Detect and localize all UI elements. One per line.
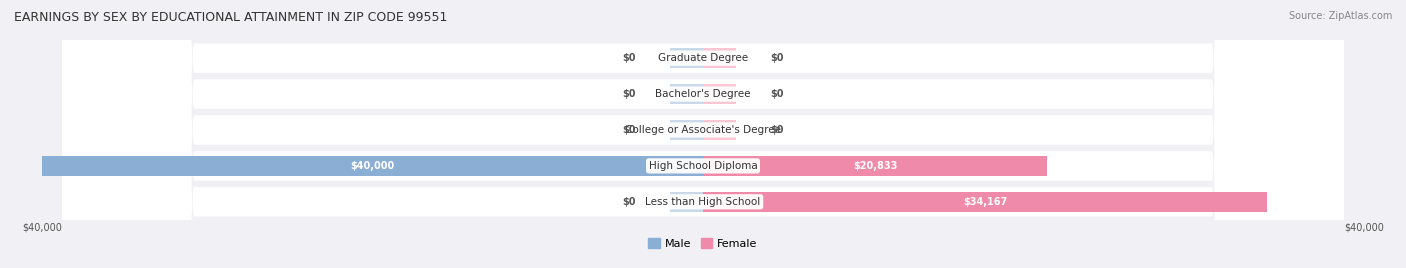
Text: Graduate Degree: Graduate Degree	[658, 53, 748, 63]
FancyBboxPatch shape	[62, 0, 1344, 268]
Bar	[669, 48, 703, 68]
Text: Bachelor's Degree: Bachelor's Degree	[655, 89, 751, 99]
Bar	[669, 120, 703, 140]
Bar	[703, 156, 1047, 176]
Text: $0: $0	[770, 89, 785, 99]
Bar	[703, 48, 737, 68]
FancyBboxPatch shape	[62, 0, 1344, 268]
Text: $0: $0	[621, 89, 636, 99]
Bar	[42, 156, 703, 176]
Text: $20,833: $20,833	[853, 161, 897, 171]
Legend: Male, Female: Male, Female	[644, 234, 762, 254]
Text: $0: $0	[621, 197, 636, 207]
Bar	[669, 84, 703, 104]
Text: Source: ZipAtlas.com: Source: ZipAtlas.com	[1288, 11, 1392, 21]
Text: EARNINGS BY SEX BY EDUCATIONAL ATTAINMENT IN ZIP CODE 99551: EARNINGS BY SEX BY EDUCATIONAL ATTAINMEN…	[14, 11, 447, 24]
Bar	[703, 120, 737, 140]
Bar	[703, 192, 1267, 212]
Text: College or Associate's Degree: College or Associate's Degree	[626, 125, 780, 135]
Text: Less than High School: Less than High School	[645, 197, 761, 207]
Text: $40,000: $40,000	[350, 161, 395, 171]
Text: High School Diploma: High School Diploma	[648, 161, 758, 171]
Text: $0: $0	[770, 53, 785, 63]
FancyBboxPatch shape	[62, 0, 1344, 268]
Text: $34,167: $34,167	[963, 197, 1007, 207]
FancyBboxPatch shape	[62, 0, 1344, 268]
Bar	[669, 192, 703, 212]
Text: $0: $0	[621, 53, 636, 63]
Bar	[703, 84, 737, 104]
Text: $0: $0	[770, 125, 785, 135]
FancyBboxPatch shape	[62, 0, 1344, 268]
Text: $0: $0	[621, 125, 636, 135]
